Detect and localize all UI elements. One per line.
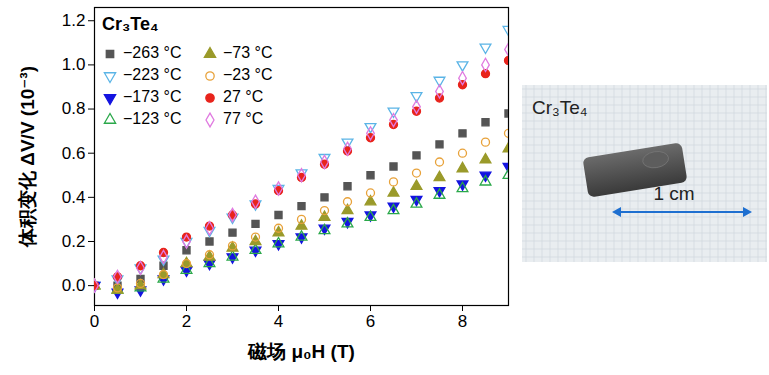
svg-text:Cr₃Te₄: Cr₃Te₄ <box>102 14 159 34</box>
svg-text:体积变化 ΔV/V (10⁻³): 体积变化 ΔV/V (10⁻³) <box>17 66 38 248</box>
svg-text:0: 0 <box>90 312 99 331</box>
svg-text:−173 °C: −173 °C <box>123 88 181 105</box>
svg-text:2: 2 <box>182 312 191 331</box>
svg-text:0.6: 0.6 <box>62 144 86 163</box>
svg-text:0.4: 0.4 <box>62 188 86 207</box>
svg-text:27 °C: 27 °C <box>223 88 263 105</box>
svg-text:−123 °C: −123 °C <box>123 110 181 127</box>
svg-text:0.2: 0.2 <box>62 232 86 251</box>
svg-text:0.8: 0.8 <box>62 99 86 118</box>
svg-text:4: 4 <box>274 312 283 331</box>
svg-text:8: 8 <box>458 312 467 331</box>
svg-text:−73 °C: −73 °C <box>223 44 273 61</box>
svg-text:−223 °C: −223 °C <box>123 66 181 83</box>
svg-text:磁场 μ₀H (T): 磁场 μ₀H (T) <box>247 341 355 362</box>
svg-text:77 °C: 77 °C <box>223 110 263 127</box>
svg-text:1.0: 1.0 <box>62 55 86 74</box>
svg-text:1 cm: 1 cm <box>653 183 694 204</box>
svg-text:−263 °C: −263 °C <box>123 44 181 61</box>
svg-text:6: 6 <box>366 312 375 331</box>
svg-text:1.2: 1.2 <box>62 11 86 30</box>
svg-text:−23 °C: −23 °C <box>223 66 273 83</box>
svg-text:0.0: 0.0 <box>62 276 86 295</box>
svg-text:Cr₃Te₄: Cr₃Te₄ <box>532 97 588 118</box>
